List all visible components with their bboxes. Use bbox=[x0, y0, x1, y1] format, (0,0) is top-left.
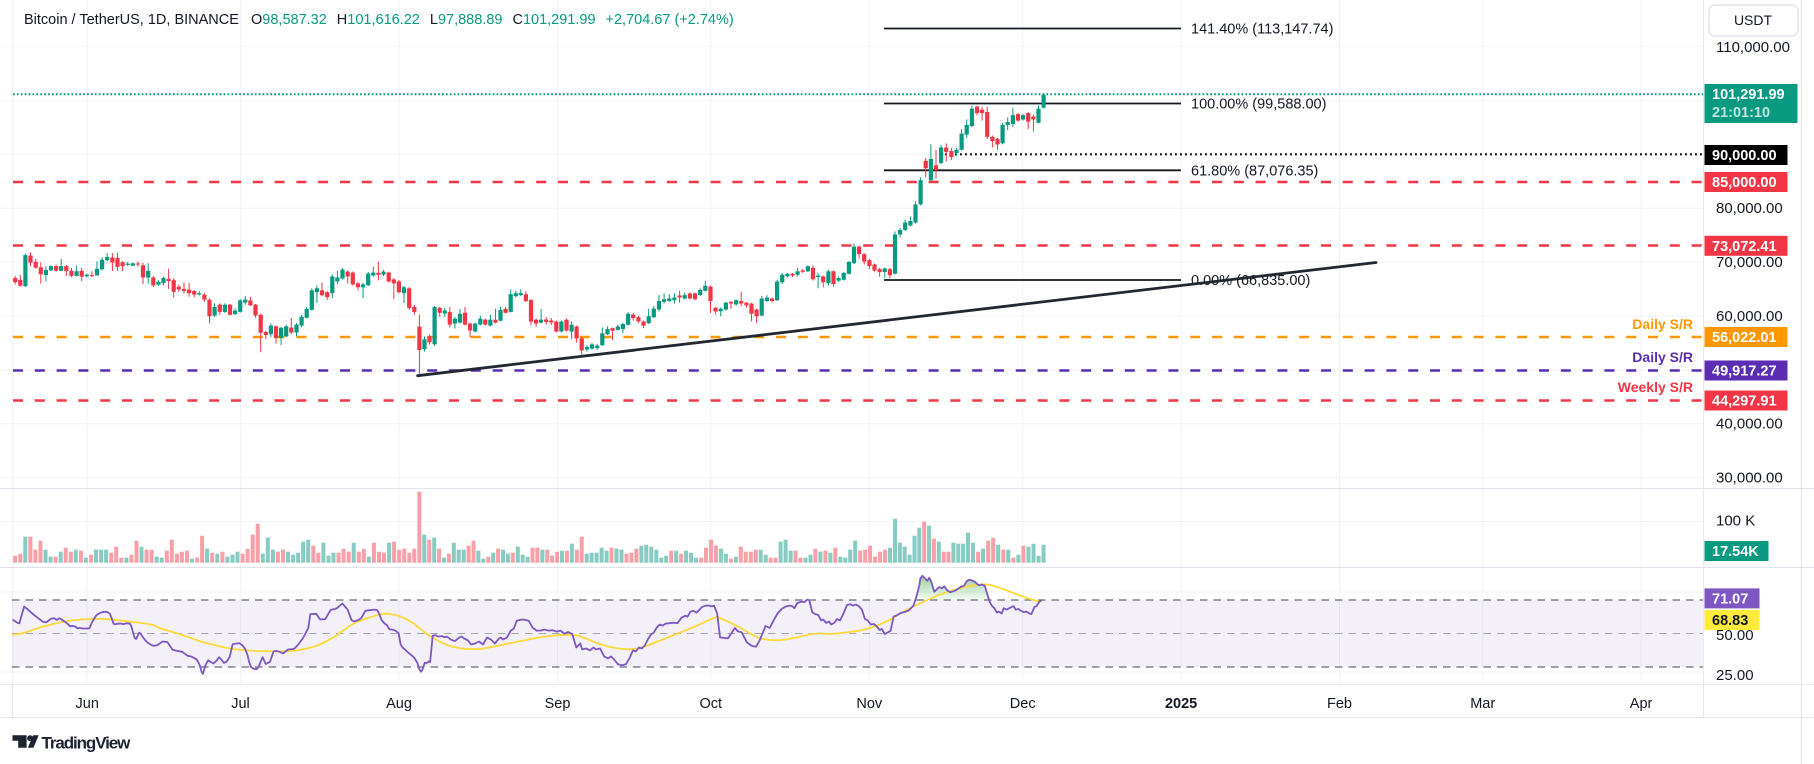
svg-text:Apr: Apr bbox=[1630, 696, 1653, 712]
svg-text:61.80% (87,076.35): 61.80% (87,076.35) bbox=[1191, 163, 1318, 179]
svg-text:101,291.99: 101,291.99 bbox=[1712, 87, 1785, 103]
svg-text:Oct: Oct bbox=[700, 696, 723, 712]
svg-text:Sep: Sep bbox=[545, 696, 571, 712]
svg-text:73,072.41: 73,072.41 bbox=[1712, 239, 1777, 255]
svg-text:110,000.00: 110,000.00 bbox=[1716, 39, 1790, 56]
svg-text:2025: 2025 bbox=[1165, 696, 1197, 712]
svg-text:17.54K: 17.54K bbox=[1712, 544, 1759, 560]
svg-text:Jul: Jul bbox=[231, 696, 250, 712]
svg-text:Aug: Aug bbox=[386, 696, 412, 712]
svg-text:0.00% (66,835.00): 0.00% (66,835.00) bbox=[1191, 273, 1310, 289]
svg-text:50.00: 50.00 bbox=[1716, 627, 1754, 644]
svg-text:Feb: Feb bbox=[1327, 696, 1352, 712]
svg-text:Jun: Jun bbox=[76, 696, 99, 712]
svg-text:TradingView: TradingView bbox=[42, 734, 132, 753]
svg-text:49,917.27: 49,917.27 bbox=[1712, 364, 1777, 380]
svg-text:71.07: 71.07 bbox=[1712, 591, 1748, 607]
svg-text:30,000.00: 30,000.00 bbox=[1716, 470, 1783, 487]
svg-text:Daily S/R: Daily S/R bbox=[1632, 349, 1693, 365]
svg-text:56,022.01: 56,022.01 bbox=[1712, 330, 1777, 346]
svg-text:100.00% (99,588.00): 100.00% (99,588.00) bbox=[1191, 97, 1326, 113]
svg-text:Nov: Nov bbox=[856, 696, 883, 712]
svg-text:40,000.00: 40,000.00 bbox=[1716, 416, 1783, 433]
svg-text:Weekly S/R: Weekly S/R bbox=[1618, 379, 1693, 395]
svg-text:USDT: USDT bbox=[1734, 12, 1773, 28]
svg-text:25.00: 25.00 bbox=[1716, 667, 1754, 684]
svg-text:60,000.00: 60,000.00 bbox=[1716, 308, 1783, 325]
svg-text:100 K: 100 K bbox=[1716, 513, 1755, 530]
svg-text:68.83: 68.83 bbox=[1712, 613, 1748, 629]
svg-text:Mar: Mar bbox=[1470, 696, 1495, 712]
svg-text:90,000.00: 90,000.00 bbox=[1712, 148, 1777, 164]
svg-text:Dec: Dec bbox=[1010, 696, 1036, 712]
svg-text:Bitcoin / TetherUS, 1D, BINANC: Bitcoin / TetherUS, 1D, BINANCE O98,587.3… bbox=[24, 12, 734, 28]
svg-text:70,000.00: 70,000.00 bbox=[1716, 254, 1783, 271]
svg-text:Daily S/R: Daily S/R bbox=[1632, 316, 1693, 332]
svg-text:21:01:10: 21:01:10 bbox=[1712, 105, 1770, 121]
svg-text:85,000.00: 85,000.00 bbox=[1712, 175, 1777, 191]
svg-text:141.40% (113,147.74): 141.40% (113,147.74) bbox=[1191, 22, 1333, 38]
svg-text:44,297.91: 44,297.91 bbox=[1712, 394, 1777, 410]
svg-text:80,000.00: 80,000.00 bbox=[1716, 200, 1783, 217]
